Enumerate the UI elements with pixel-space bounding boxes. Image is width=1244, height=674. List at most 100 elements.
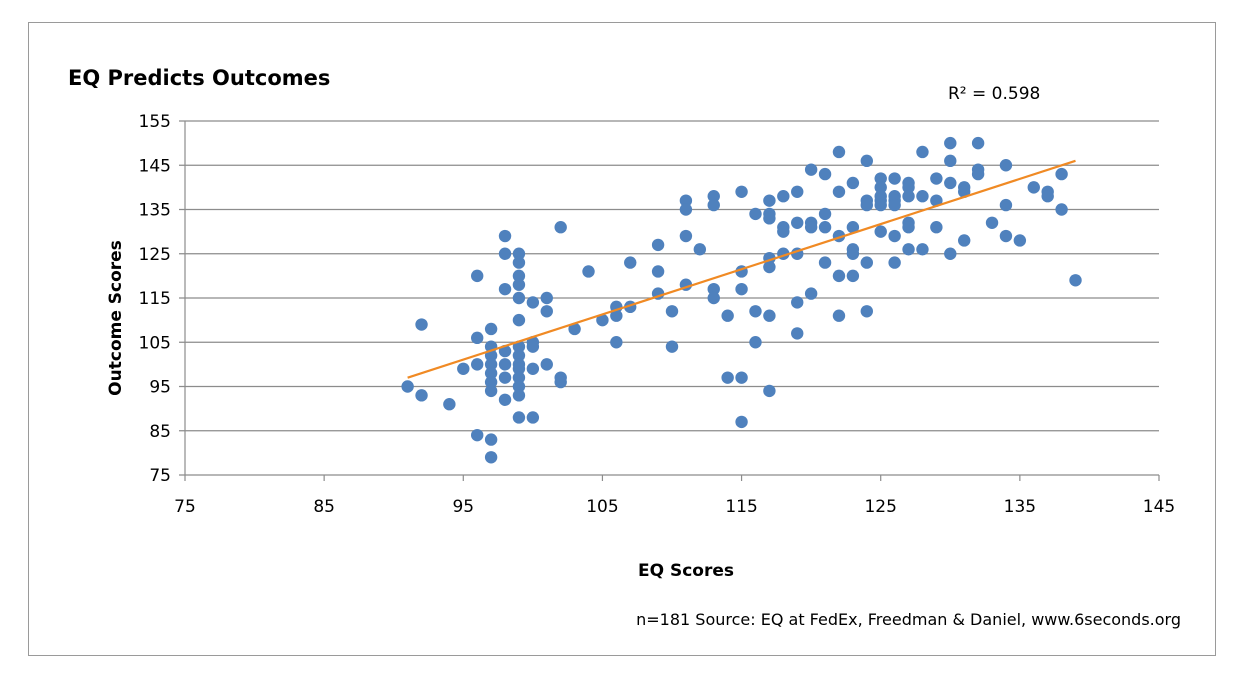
y-tick-label: 85	[149, 422, 171, 442]
y-tick-label: 125	[139, 245, 171, 265]
x-tick-label: 125	[864, 497, 896, 517]
data-point	[874, 225, 887, 238]
data-point	[860, 154, 873, 168]
data-point	[610, 336, 623, 349]
data-point	[735, 415, 748, 429]
y-tick-label: 75	[149, 466, 171, 486]
data-point	[512, 269, 526, 283]
data-point	[512, 362, 526, 375]
data-point	[832, 309, 846, 322]
data-point	[763, 194, 776, 207]
data-point	[999, 229, 1013, 243]
data-point	[944, 247, 957, 260]
data-point	[818, 221, 832, 234]
x-axis-title: EQ Scores	[638, 561, 734, 581]
data-point	[651, 238, 665, 252]
data-point	[902, 181, 915, 194]
data-point	[512, 380, 526, 393]
scatter-chart: EQ Predicts Outcomes R² = 0.598 75 85 95 10…	[68, 66, 1181, 629]
chart-title: EQ Predicts Outcomes	[68, 66, 330, 90]
data-point	[999, 198, 1013, 212]
data-point	[651, 265, 665, 278]
data-point	[985, 216, 999, 229]
data-point	[498, 393, 512, 406]
data-point	[930, 221, 943, 234]
data-point	[526, 362, 540, 375]
y-tick-label: 155	[139, 112, 171, 132]
x-tick-label: 135	[1004, 497, 1036, 517]
data-point	[554, 221, 567, 234]
data-point	[763, 309, 776, 322]
chart-frame: EQ Predicts Outcomes R² = 0.598 75 85 95 10…	[28, 22, 1216, 656]
data-point	[596, 313, 609, 327]
data-point	[763, 260, 776, 274]
data-point	[679, 194, 693, 207]
data-point	[958, 234, 971, 247]
data-point	[484, 322, 498, 336]
data-point	[512, 389, 526, 402]
data-point	[749, 336, 762, 349]
y-axis-title: Outcome Scores	[106, 240, 126, 396]
data-point	[471, 331, 484, 345]
data-point	[526, 411, 540, 424]
data-point	[916, 243, 929, 256]
x-tick-label: 115	[725, 497, 757, 517]
data-point	[735, 185, 748, 198]
data-point	[930, 172, 943, 185]
data-point	[832, 269, 846, 283]
data-point	[971, 136, 985, 150]
data-point	[707, 198, 720, 212]
x-axis-ticks: 75 85 95 105 115 125 135 145	[174, 497, 1175, 517]
data-point	[846, 176, 860, 190]
x-tick-label: 85	[313, 497, 335, 517]
data-point	[484, 358, 498, 371]
data-point	[791, 185, 804, 198]
x-tick-label: 75	[174, 497, 196, 517]
data-point	[860, 305, 873, 318]
data-point	[832, 145, 846, 159]
data-point	[846, 221, 860, 234]
data-point	[484, 384, 498, 398]
data-point	[777, 225, 790, 238]
data-point	[540, 305, 553, 318]
data-point	[498, 358, 512, 371]
data-point	[484, 375, 498, 389]
data-point	[540, 291, 553, 305]
data-point	[610, 309, 623, 322]
data-point	[526, 296, 540, 309]
data-point	[916, 190, 929, 203]
data-point	[763, 212, 776, 225]
data-point	[554, 375, 567, 389]
data-point	[512, 278, 526, 291]
data-point	[902, 243, 915, 256]
data-point	[471, 269, 484, 283]
y-tick-label: 115	[139, 289, 171, 309]
data-point	[665, 305, 679, 318]
data-point	[874, 198, 887, 212]
data-point	[693, 243, 707, 256]
data-point	[735, 282, 748, 296]
data-point	[679, 203, 693, 216]
data-point	[415, 318, 428, 331]
data-point	[874, 181, 887, 194]
data-point	[512, 256, 526, 269]
data-point	[944, 176, 957, 190]
r-squared-label: R² = 0.598	[948, 84, 1040, 104]
data-point	[874, 172, 887, 185]
trendline	[407, 159, 1076, 379]
data-point	[1013, 234, 1027, 247]
data-point	[749, 207, 762, 221]
x-tick-label: 105	[586, 497, 618, 517]
x-tick-label: 95	[452, 497, 474, 517]
data-point	[1055, 203, 1068, 216]
data-point	[512, 247, 526, 260]
data-point	[818, 167, 832, 181]
data-point	[860, 256, 873, 269]
data-point	[401, 380, 414, 393]
data-point	[804, 221, 818, 234]
data-point	[707, 291, 720, 305]
data-point	[679, 229, 693, 243]
data-point	[471, 428, 484, 442]
data-point	[1041, 190, 1054, 203]
data-point	[1055, 167, 1068, 181]
